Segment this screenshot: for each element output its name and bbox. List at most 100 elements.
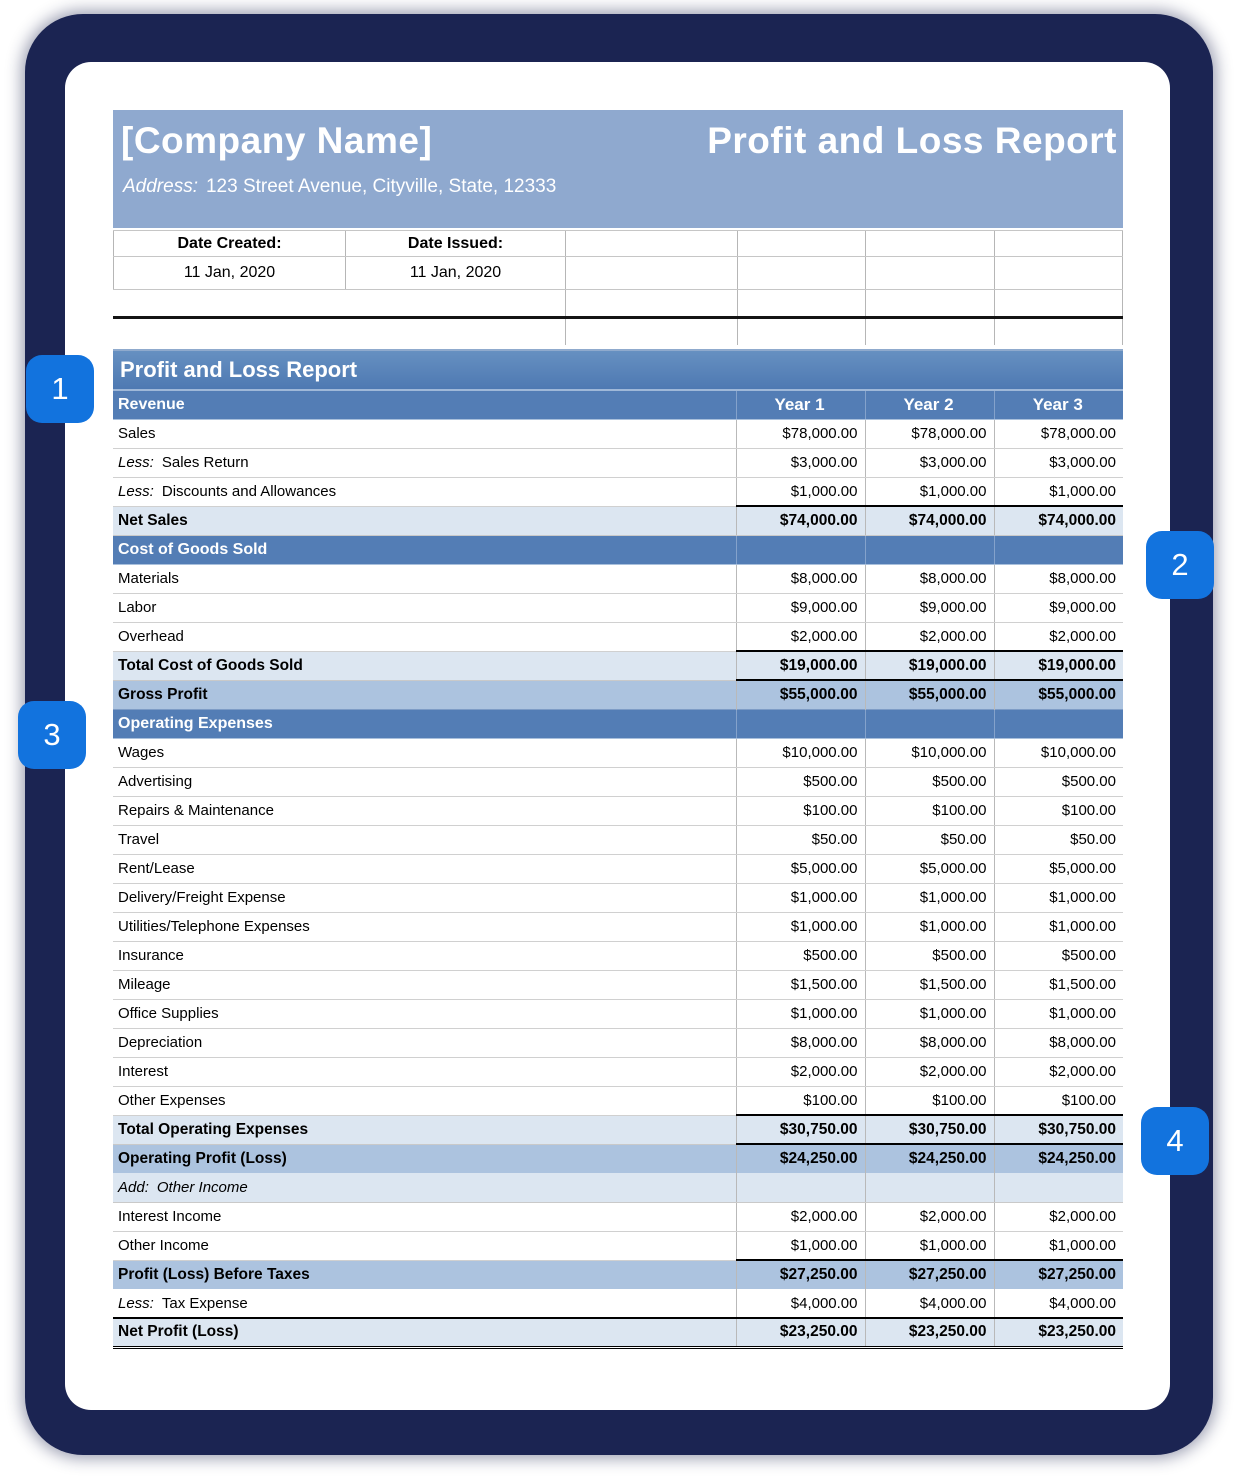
value-cell: $100.00 [993, 1086, 1123, 1116]
value-cell: $50.00 [864, 825, 994, 855]
value-cell: $500.00 [993, 767, 1123, 797]
row-label-cell: Less: Discounts and Allowances [113, 477, 736, 507]
value-cell: $1,000.00 [864, 912, 994, 942]
row-label: Other Expenses [118, 1092, 226, 1109]
value-cell: $1,000.00 [735, 1231, 865, 1261]
report-header-band: [Company Name] Profit and Loss Report Ad… [113, 110, 1123, 228]
row-prefix: Less: [118, 483, 154, 500]
row-label: Utilities/Telephone Expenses [118, 918, 310, 935]
value-cell: $19,000.00 [735, 650, 865, 681]
value-cell: $30,750.00 [993, 1114, 1123, 1145]
value-cell: $2,000.00 [735, 1202, 865, 1232]
row-label: Operating Expenses [118, 714, 273, 732]
data-row: Sales $78,000.00 $78,000.00 $78,000.00 [113, 419, 1123, 449]
data-row: Mileage $1,500.00 $1,500.00 $1,500.00 [113, 970, 1123, 1000]
value-cell: $50.00 [993, 825, 1123, 855]
annotation-badge-4: 4 [1141, 1107, 1209, 1175]
value-cell: $9,000.00 [864, 593, 994, 623]
value-cell: $1,000.00 [735, 912, 865, 942]
date-issued-value: 11 Jan, 2020 [345, 257, 565, 289]
subtotal-row: Gross Profit $55,000.00 $55,000.00 $55,000.… [113, 680, 1123, 709]
value-cell: $9,000.00 [993, 593, 1123, 623]
badge-number: 2 [1171, 547, 1189, 582]
value-cell: $1,500.00 [993, 970, 1123, 1000]
empty-cell [865, 257, 994, 289]
empty-cell [994, 319, 1123, 345]
data-row: Less: Discounts and Allowances $1,000.00 $1… [113, 477, 1123, 507]
value-cell [735, 708, 865, 739]
row-label-cell: Less: Tax Expense [113, 1289, 736, 1319]
value-cell: $100.00 [864, 796, 994, 826]
value-cell [993, 708, 1123, 739]
row-label-cell: Gross Profit [113, 680, 736, 709]
row-label: Repairs & Maintenance [118, 802, 274, 819]
total-row: Total Cost of Goods Sold $19,000.00 $19,00… [113, 650, 1123, 681]
row-label: Materials [118, 570, 179, 587]
data-row: Other Income $1,000.00 $1,000.00 $1,000.00 [113, 1231, 1123, 1261]
row-label: Profit (Loss) Before Taxes [118, 1265, 310, 1283]
value-cell: $55,000.00 [993, 680, 1123, 709]
row-label: Labor [118, 599, 157, 616]
value-cell [993, 534, 1123, 565]
row-label: Revenue [118, 395, 185, 413]
value-cell: $1,000.00 [864, 999, 994, 1029]
value-cell: $24,250.00 [993, 1144, 1123, 1173]
data-row: Wages $10,000.00 $10,000.00 $10,000.00 [113, 738, 1123, 768]
section-row: Cost of Goods Sold [113, 534, 1123, 565]
row-label: Sales [118, 425, 156, 442]
row-label-cell: Labor [113, 593, 736, 623]
address-label: Address: [123, 176, 198, 197]
data-row: Depreciation $8,000.00 $8,000.00 $8,000.00 [113, 1028, 1123, 1058]
row-label-cell: Insurance [113, 941, 736, 971]
value-cell: $100.00 [735, 796, 865, 826]
row-prefix: Add: [118, 1178, 149, 1196]
empty-cell [865, 319, 994, 345]
value-cell: $23,250.00 [864, 1317, 994, 1349]
row-label-cell: Total Cost of Goods Sold [113, 651, 736, 681]
row-label-cell: Interest [113, 1057, 736, 1087]
date-header-row: Date Created: Date Issued: [113, 230, 1123, 257]
value-cell: $30,750.00 [735, 1114, 865, 1145]
value-cell: $5,000.00 [993, 854, 1123, 884]
empty-cell [737, 319, 865, 345]
value-cell: $3,000.00 [735, 448, 865, 478]
report-title: Profit and Loss Report [707, 120, 1117, 161]
row-label: Cost of Goods Sold [118, 540, 268, 558]
value-cell: $19,000.00 [993, 650, 1123, 681]
value-cell: $2,000.00 [864, 1202, 994, 1232]
value-cell: $8,000.00 [864, 564, 994, 594]
row-label-cell: Office Supplies [113, 999, 736, 1029]
value-cell: $78,000.00 [993, 419, 1123, 449]
row-label-cell: Mileage [113, 970, 736, 1000]
value-cell: $1,500.00 [864, 970, 994, 1000]
value-cell: $1,000.00 [735, 999, 865, 1029]
report-content: [Company Name] Profit and Loss Report Ad… [113, 110, 1123, 1349]
value-cell: $1,000.00 [864, 1231, 994, 1261]
row-label-cell: Delivery/Freight Expense [113, 883, 736, 913]
value-cell: $27,250.00 [864, 1259, 994, 1289]
row-label-cell: Net Profit (Loss) [113, 1317, 736, 1349]
value-cell: $500.00 [735, 767, 865, 797]
row-label-cell: Travel [113, 825, 736, 855]
data-row: Materials $8,000.00 $8,000.00 $8,000.00 [113, 564, 1123, 594]
data-row: Rent/Lease $5,000.00 $5,000.00 $5,000.00 [113, 854, 1123, 884]
value-cell: $10,000.00 [864, 738, 994, 768]
value-cell: $24,250.00 [864, 1144, 994, 1173]
data-row: Less: Tax Expense $4,000.00 $4,000.00 $4,000… [113, 1289, 1123, 1319]
document-page: [Company Name] Profit and Loss Report Ad… [65, 62, 1170, 1410]
empty-cell [737, 290, 865, 316]
row-label: Operating Profit (Loss) [118, 1149, 287, 1167]
value-cell: $2,000.00 [735, 622, 865, 652]
empty-cell [565, 257, 737, 289]
value-cell: $2,000.00 [735, 1057, 865, 1087]
value-cell: $1,000.00 [993, 883, 1123, 913]
data-row: Interest Income $2,000.00 $2,000.00 $2,000.… [113, 1202, 1123, 1232]
row-label: Net Profit (Loss) [118, 1323, 239, 1341]
row-label-cell: Other Income [113, 1231, 736, 1261]
value-cell: $1,000.00 [993, 999, 1123, 1029]
total-row: Total Operating Expenses $30,750.00 $30,75… [113, 1114, 1123, 1145]
value-cell: $19,000.00 [864, 650, 994, 681]
divider-line [113, 316, 1123, 319]
data-row: Delivery/Freight Expense $1,000.00 $1,000.… [113, 883, 1123, 913]
value-cell [993, 1173, 1123, 1203]
